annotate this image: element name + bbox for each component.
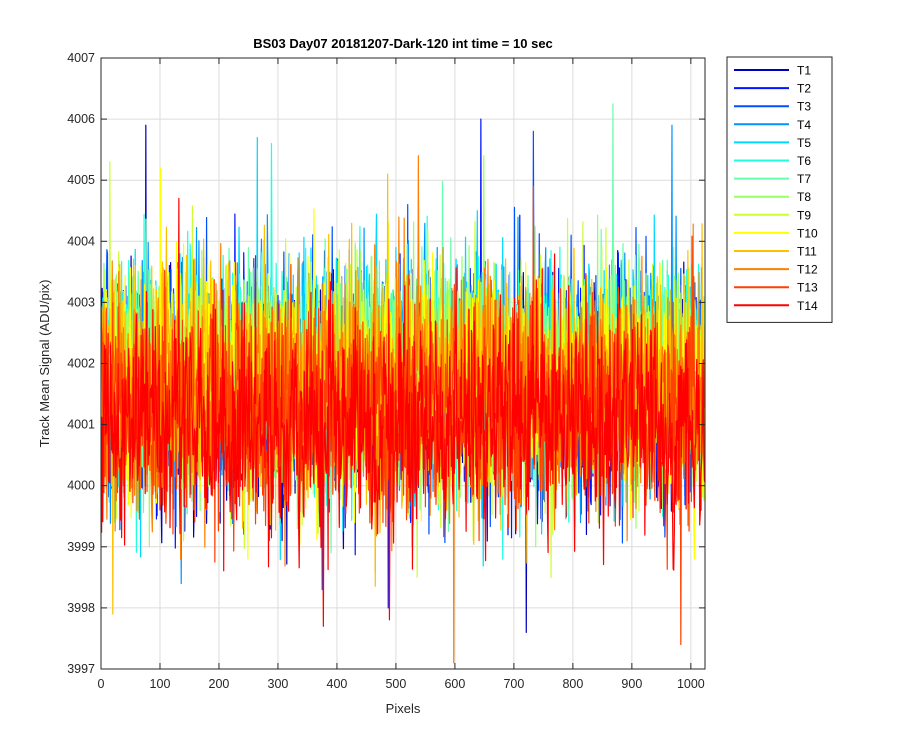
y-tick-label: 4000 (67, 479, 95, 493)
y-axis-label: Track Mean Signal (ADU/pix) (37, 280, 52, 448)
x-tick-label: 1000 (677, 677, 705, 691)
x-tick-label: 900 (621, 677, 642, 691)
y-tick-label: 4007 (67, 51, 95, 65)
legend-label-t7: T7 (797, 172, 811, 186)
x-tick-label: 100 (150, 677, 171, 691)
y-tick-label: 4005 (67, 173, 95, 187)
series-group (101, 103, 705, 664)
y-tick-label: 4006 (67, 112, 95, 126)
x-tick-label: 500 (385, 677, 406, 691)
x-tick-label: 300 (268, 677, 289, 691)
x-axis-label: Pixels (386, 701, 421, 716)
legend-label-t9: T9 (797, 208, 811, 222)
x-tick-label: 700 (503, 677, 524, 691)
legend-label-t11: T11 (797, 245, 817, 259)
legend-label-t13: T13 (797, 281, 818, 295)
y-tick-label: 3999 (67, 540, 95, 554)
y-tick-label: 4001 (67, 418, 95, 432)
y-tick-label: 4003 (67, 295, 95, 309)
series-line-t14 (101, 197, 705, 627)
legend-label-t3: T3 (797, 100, 811, 114)
legend-label-t2: T2 (797, 82, 811, 96)
legend-label-t1: T1 (797, 64, 811, 78)
legend: T1 T2 T3 T4 T5 T6 T7 T8 T9 T10 T11 T12 T13 T14 (726, 56, 833, 323)
legend-label-t4: T4 (797, 118, 811, 132)
legend-label-t5: T5 (797, 136, 811, 150)
y-tick-label: 3997 (67, 662, 95, 676)
legend-label-t12: T12 (797, 263, 818, 277)
legend-label-t6: T6 (797, 154, 811, 168)
y-tick-label: 3998 (67, 601, 95, 615)
chart-title: BS03 Day07 20181207-Dark-120 int time = … (253, 36, 553, 51)
y-tick-label: 4004 (67, 234, 95, 248)
x-tick-label: 0 (98, 677, 105, 691)
x-tick-label: 400 (327, 677, 348, 691)
x-tick-label: 800 (562, 677, 583, 691)
legend-label-t8: T8 (797, 190, 811, 204)
legend-label-t14: T14 (797, 299, 818, 313)
y-tick-label: 4002 (67, 357, 95, 371)
x-tick-label: 600 (444, 677, 465, 691)
x-tick-label: 200 (209, 677, 230, 691)
legend-label-t10: T10 (797, 226, 818, 240)
legend-box (726, 56, 833, 323)
